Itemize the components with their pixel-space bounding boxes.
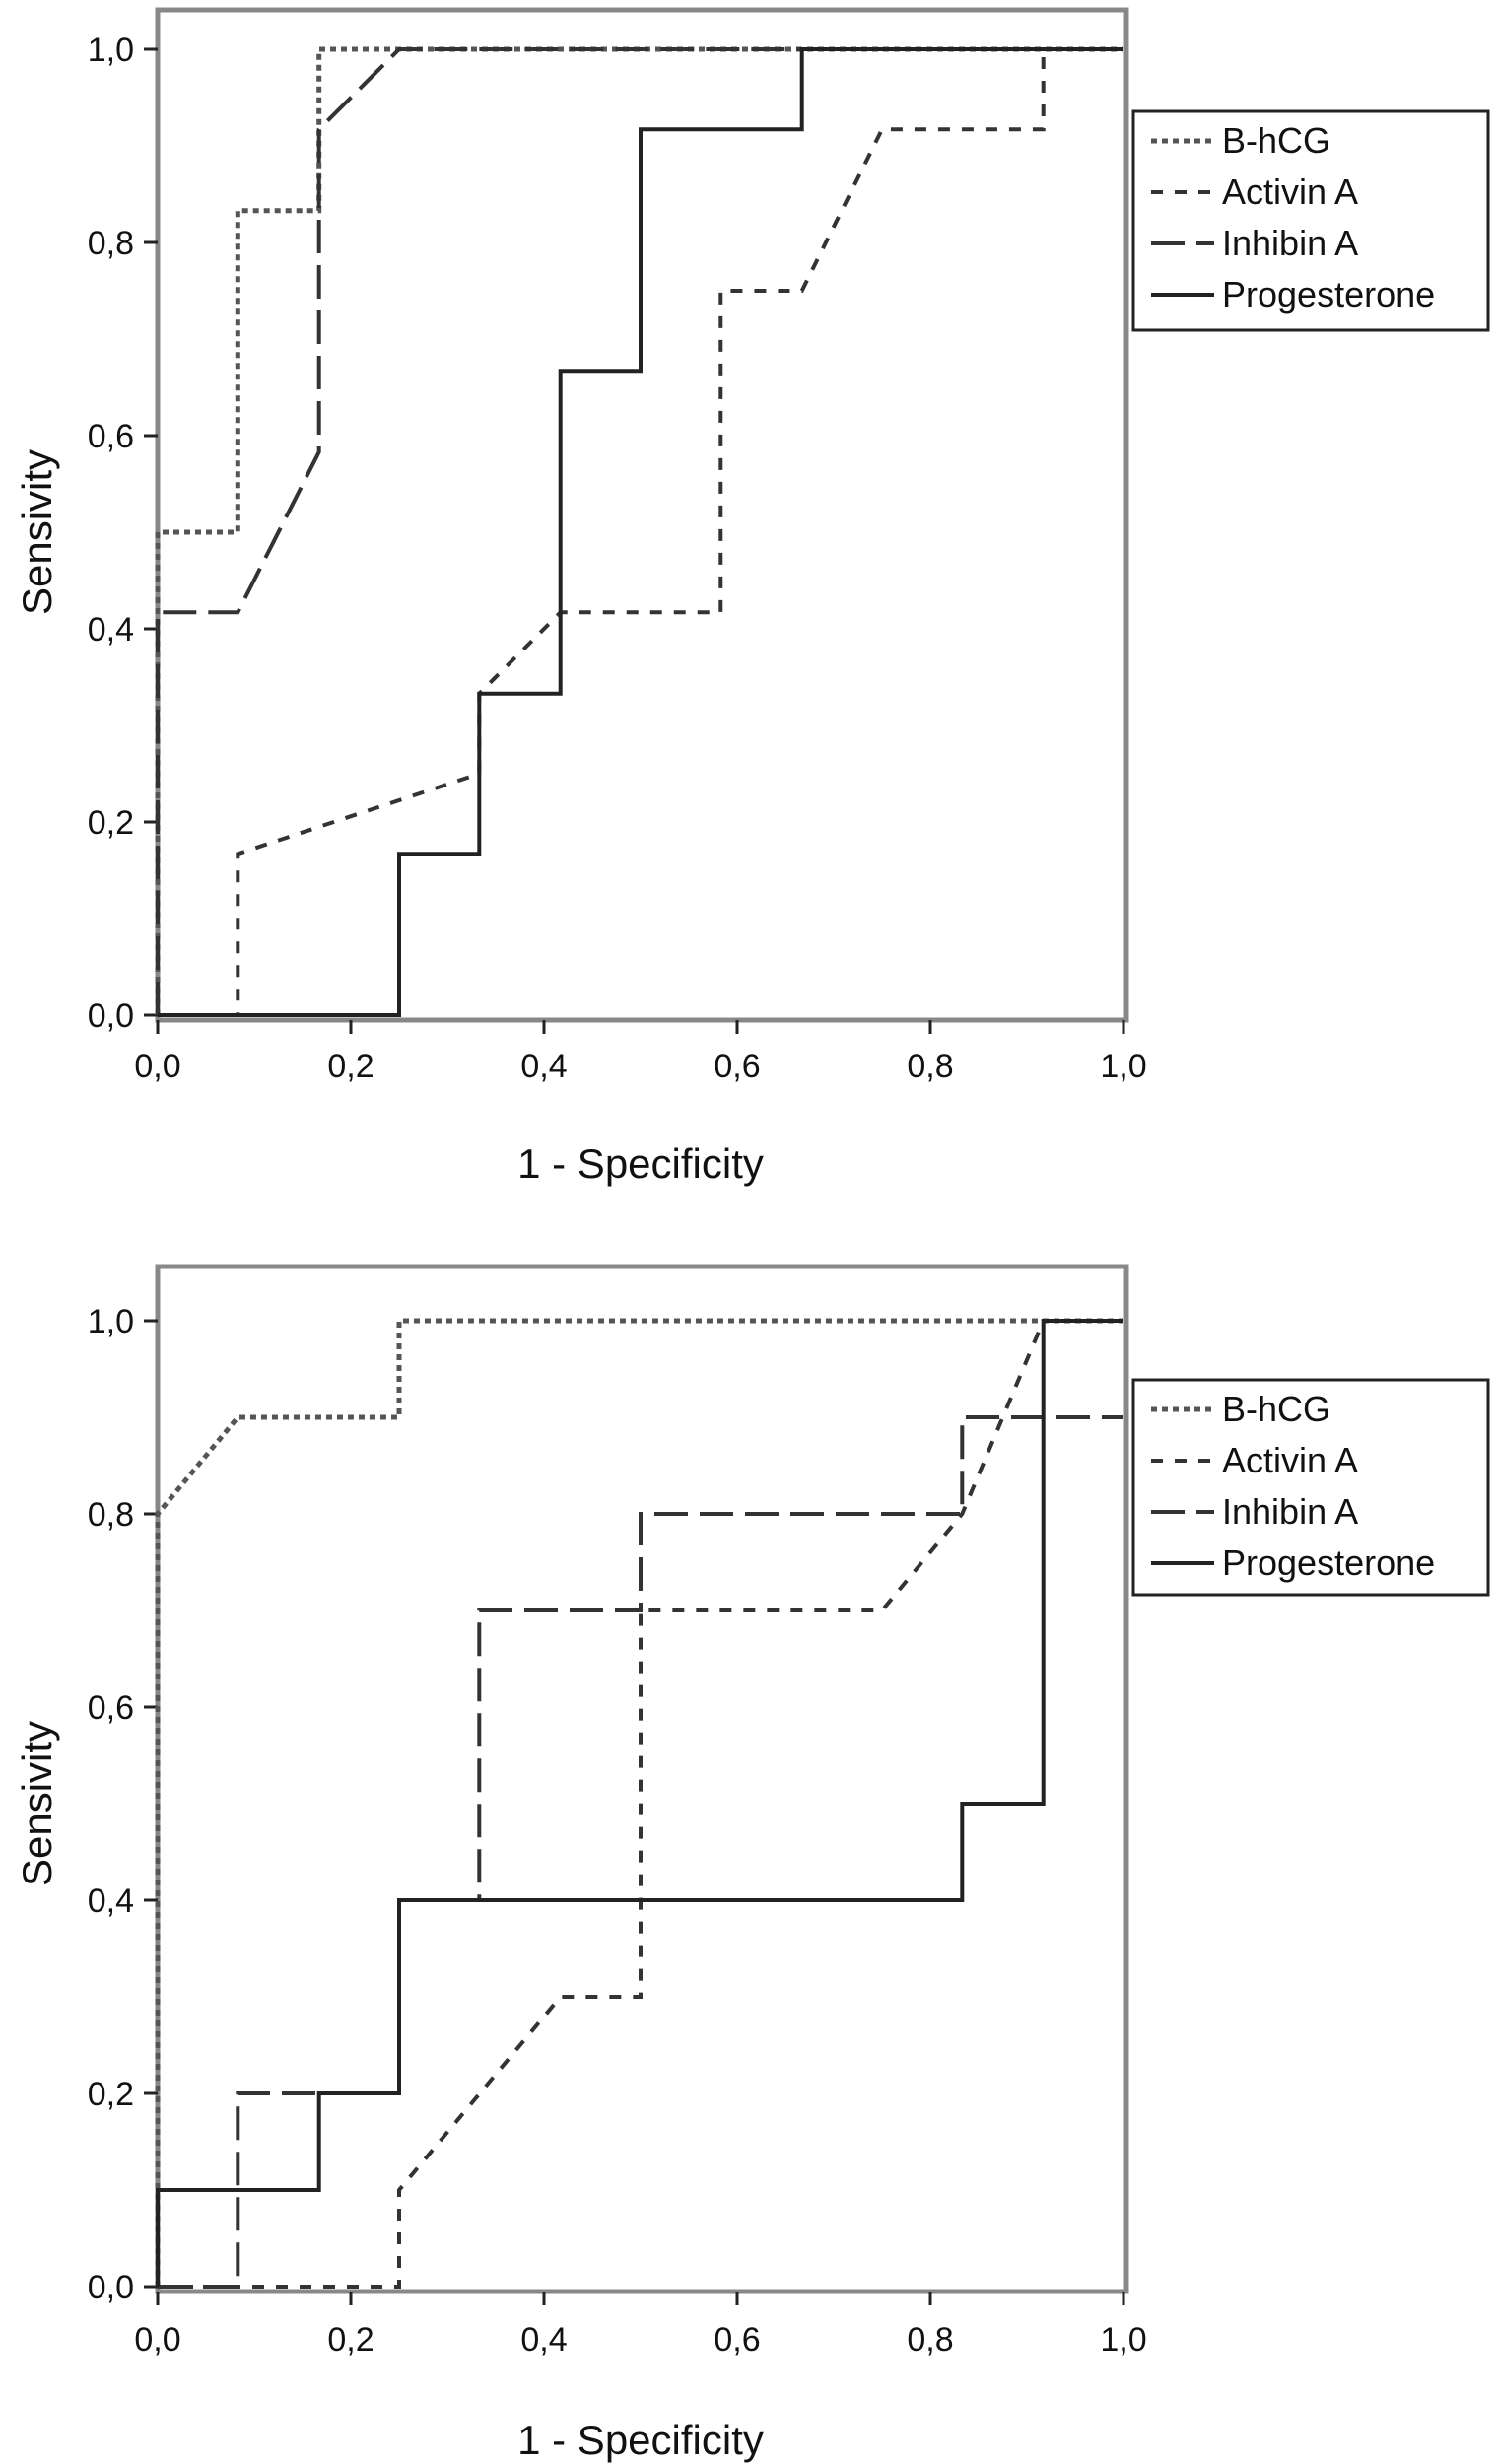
y-tick-label: 0,2 [88,804,134,842]
y-tick-label: 0,6 [88,418,134,455]
x-tick-label: 0,0 [134,2321,180,2359]
legend-label: Progesterone [1222,274,1435,314]
x-tick-label: 0,8 [907,2321,953,2359]
x-tick-label: 0,0 [134,1048,180,1085]
y-tick-label: 0,8 [88,225,134,262]
series-line-inhibin-a [156,47,1124,1015]
roc-chart-1: 0,0 0,2 0,4 0,6 0,8 1,0 0,0 0,2 0,4 0,6 0,8 1,0 1 - … [14,7,1490,1187]
series-line-b-hcg [155,46,1124,1015]
y-axis-label: Sensivity [14,449,60,615]
y-tick-label: 0,2 [88,2076,134,2113]
y-tick-label: 0,6 [88,1689,134,1727]
series-line-progesterone [158,47,1124,1017]
x-tick-label: 0,4 [520,2321,567,2359]
legend-label: Inhibin A [1222,223,1358,263]
series-line-activin-a [158,47,1124,1017]
x-tick-label: 1,0 [1100,1048,1146,1085]
legend-label: B-hCG [1222,1389,1330,1429]
series-line-inhibin-a [158,1415,1124,2289]
y-tick-label: 0,0 [88,997,134,1035]
legend-label: Activin A [1222,171,1358,212]
x-tick-label: 0,6 [714,2321,760,2359]
plot-frame [155,1264,1129,2294]
legend-box [1131,1378,1490,1597]
legend-label: B-hCG [1222,120,1330,161]
x-axis-label: 1 - Specificity [517,2417,764,2463]
plot-frame [155,7,1129,1023]
series-line-activin-a [158,1319,1124,2289]
legend: B-hCG Activin A Inhibin A Progesterone [1131,109,1490,332]
y-tick-label: 0,4 [88,1882,134,1920]
x-tick-label: 0,4 [520,1048,567,1085]
x-axis-label: 1 - Specificity [517,1140,764,1187]
x-tick-label: 0,2 [327,1048,374,1085]
legend-label: Inhibin A [1222,1491,1358,1532]
x-tick-label: 0,6 [714,1048,760,1085]
series-line-progesterone [156,1319,1124,2287]
y-axis-label: Sensivity [14,1721,60,1886]
legend-label: Progesterone [1222,1542,1435,1583]
y-tick-label: 1,0 [88,32,134,69]
x-tick-label: 0,2 [327,2321,374,2359]
x-tick-label: 1,0 [1100,2321,1146,2359]
legend-label: Activin A [1222,1440,1358,1480]
legend: B-hCG Activin A Inhibin A Progesterone [1131,1378,1490,1597]
y-tick-label: 1,0 [88,1303,134,1340]
roc-chart-2: 0,0 0,2 0,4 0,6 0,8 1,0 0,0 0,2 0,4 0,6 0,8 1,0 1 - … [14,1264,1490,2463]
y-tick-label: 0,0 [88,2269,134,2306]
y-tick-label: 0,4 [88,611,134,649]
y-tick-label: 0,8 [88,1496,134,1534]
x-tick-label: 0,8 [907,1048,953,1085]
